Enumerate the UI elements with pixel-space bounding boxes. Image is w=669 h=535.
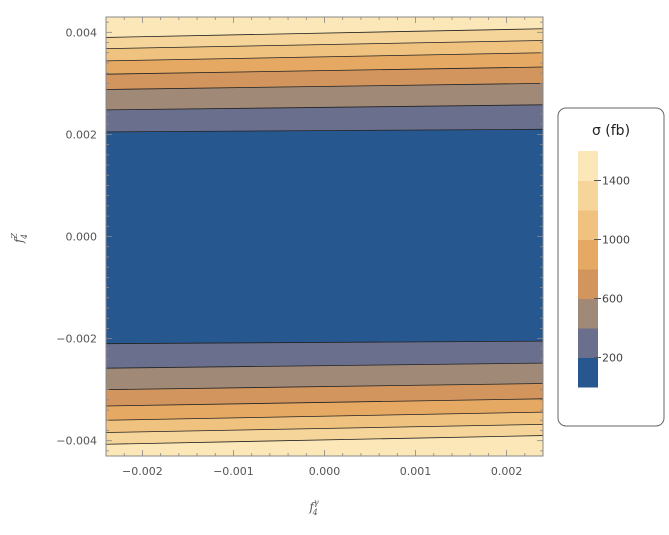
- legend-box: [557, 107, 665, 427]
- legend: σ (fb) 200 600 1000 1400: [557, 107, 665, 427]
- contour-line: [106, 340, 543, 345]
- contour-lines: [106, 28, 543, 445]
- contour-band-upper: [106, 28, 543, 49]
- contour-line: [106, 362, 543, 369]
- contour-line: [106, 411, 543, 421]
- contour-band-lower: [106, 363, 543, 390]
- contour-line: [106, 66, 543, 75]
- y-tick-label: 0.004: [66, 26, 98, 39]
- legend-tick-label: 1400: [602, 175, 630, 188]
- contour-band-upper: [106, 17, 543, 38]
- legend-ticks: 200 600 1000 1400: [594, 175, 630, 365]
- legend-swatch: [578, 210, 598, 240]
- y-axis-label: fZ4: [10, 233, 29, 244]
- contour-band-lower: [106, 424, 543, 445]
- contour-line: [106, 128, 543, 133]
- y-tick-label: −0.004: [56, 435, 97, 448]
- contour-band-lower: [106, 412, 543, 433]
- contour-line: [106, 52, 543, 62]
- contour-line: [106, 435, 543, 445]
- contour-line: [106, 423, 543, 433]
- y-tick-label: 0.002: [66, 128, 98, 141]
- contour-line: [106, 28, 543, 38]
- legend-swatch: [578, 357, 598, 388]
- legend-swatch: [578, 328, 598, 358]
- legend-tick-label: 600: [602, 293, 623, 306]
- legend-title: σ (fb): [592, 123, 630, 139]
- legend-swatch: [578, 180, 598, 211]
- contour-band-lower: [106, 341, 543, 369]
- legend-tick-label: 1000: [602, 234, 630, 247]
- legend-swatch: [578, 239, 598, 270]
- contour-line: [106, 383, 543, 391]
- x-tick-label: −0.001: [213, 465, 254, 478]
- contour-band-upper: [106, 83, 543, 110]
- y-tick-label: 0.000: [66, 231, 98, 244]
- legend-swatch: [578, 298, 598, 329]
- x-axis-ticks: −0.002 −0.001 0.000 0.001 0.002: [122, 17, 544, 478]
- legend-swatch: [578, 151, 598, 181]
- contour-band-lower: [106, 435, 543, 456]
- contour-band-upper: [106, 104, 543, 132]
- contour-line: [106, 398, 543, 407]
- y-axis-ticks: −0.004 −0.002 0.000 0.002 0.004: [56, 21, 543, 452]
- contour-band-upper: [106, 40, 543, 61]
- x-tick-label: 0.001: [400, 465, 432, 478]
- contour-line: [106, 82, 543, 90]
- x-tick-label: 0.000: [309, 465, 341, 478]
- legend-color-bar: [578, 151, 598, 388]
- contour-line: [106, 40, 543, 50]
- contour-line: [106, 104, 543, 111]
- x-tick-label: 0.002: [491, 465, 523, 478]
- x-tick-label: −0.002: [122, 465, 163, 478]
- legend-tick-label: 200: [602, 352, 623, 365]
- y-tick-label: −0.002: [56, 333, 97, 346]
- x-axis-label: fγ 4: [308, 498, 318, 517]
- legend-swatch: [578, 269, 598, 299]
- contour-band-center: [106, 129, 543, 344]
